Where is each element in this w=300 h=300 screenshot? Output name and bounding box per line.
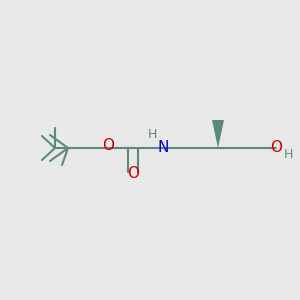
Polygon shape	[212, 120, 224, 148]
Text: O: O	[270, 140, 282, 154]
Text: H: H	[283, 148, 293, 161]
Text: H: H	[147, 128, 157, 140]
Text: O: O	[102, 139, 114, 154]
Text: N: N	[157, 140, 169, 154]
Text: O: O	[127, 167, 139, 182]
